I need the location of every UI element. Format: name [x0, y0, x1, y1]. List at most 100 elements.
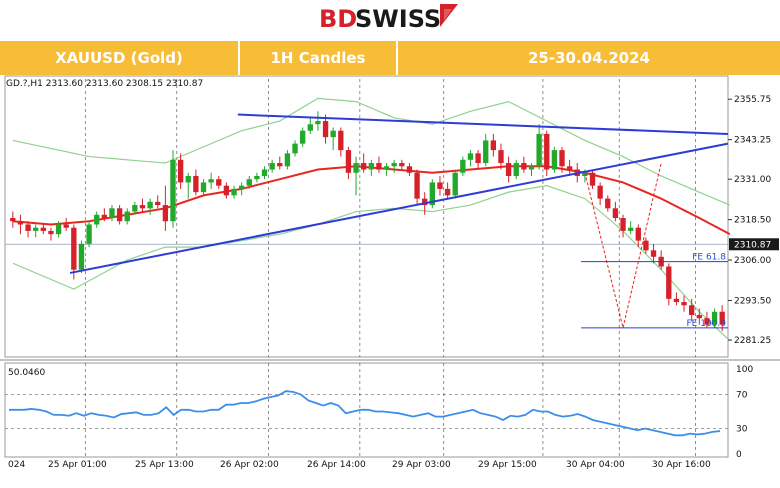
- upper-band-line: [12, 97, 731, 206]
- price-tick-label: 2293.50: [734, 296, 771, 306]
- candle-body: [467, 153, 474, 160]
- candle-body: [589, 172, 596, 186]
- candle-body: [406, 166, 413, 173]
- candle-body: [719, 311, 725, 325]
- chart-header-text: GD.?,H1 2313.60 2313.60 2308.15 2310.87: [6, 79, 203, 89]
- candle-body: [635, 227, 641, 241]
- candle-body: [643, 240, 649, 251]
- candle-body: [528, 166, 535, 170]
- candle-body: [475, 153, 481, 164]
- candle-body: [330, 130, 336, 138]
- candle-body: [605, 198, 611, 209]
- price-tick-label: 2355.75: [734, 95, 771, 105]
- time-tick-label: 024: [8, 460, 25, 470]
- candle-body: [299, 130, 306, 144]
- time-tick-label: 25 Apr 01:00: [48, 460, 107, 470]
- candle-body: [315, 121, 321, 125]
- candle-body: [414, 172, 420, 199]
- oscillator-panel: [4, 362, 729, 458]
- candle-body: [696, 314, 702, 319]
- candle-body: [612, 208, 619, 218]
- time-tick-label: 26 Apr 02:00: [220, 460, 279, 470]
- candle-body: [246, 179, 252, 186]
- oscillator-tick-label: 100: [736, 365, 753, 375]
- candle-body: [620, 218, 626, 231]
- candle-body: [71, 227, 77, 270]
- candle-body: [383, 166, 390, 170]
- candle-body: [132, 205, 138, 212]
- candle-body: [116, 208, 123, 222]
- candle-body: [429, 182, 436, 206]
- candle-body: [193, 175, 199, 193]
- oscillator-tick-label: 30: [736, 425, 748, 435]
- price-chart: FE 61.8 FE 100.0 2355.75 2343.25 2331.00 231…: [0, 75, 780, 488]
- candle-body: [33, 227, 39, 231]
- candle-body: [444, 188, 451, 196]
- candle-body: [200, 182, 207, 193]
- price-panel: [4, 75, 729, 358]
- candle-body: [261, 169, 268, 176]
- candle-body: [139, 205, 146, 209]
- time-tick-label: 29 Apr 03:00: [392, 460, 451, 470]
- candle-body: [711, 311, 718, 325]
- candle-body: [566, 166, 573, 170]
- candle-body: [460, 159, 466, 173]
- candle-body: [513, 163, 519, 176]
- banner-dates: 25-30.04.2024: [528, 49, 650, 67]
- candle-body: [78, 243, 85, 270]
- candle-body: [498, 150, 504, 164]
- candle-body: [216, 179, 222, 186]
- price-tick-label: 2331.00: [734, 175, 771, 185]
- candle-body: [86, 224, 92, 244]
- candle-body: [368, 163, 374, 170]
- candle-body: [94, 214, 100, 225]
- candle-body: [559, 150, 565, 167]
- candle-body: [55, 224, 62, 235]
- trendline: [237, 113, 729, 135]
- candle-body: [208, 179, 214, 183]
- moving-average-line: [12, 165, 731, 236]
- candle-body: [292, 143, 298, 154]
- candle-body: [223, 185, 230, 196]
- candle-body: [147, 201, 153, 209]
- candle-body: [269, 163, 275, 170]
- oscillator-line: [9, 390, 721, 437]
- candle-body: [666, 266, 672, 299]
- candle-body: [437, 182, 443, 189]
- fib-level-label: FE 100.0: [687, 319, 727, 329]
- time-tick-label: 30 Apr 16:00: [652, 460, 711, 470]
- candle-body: [689, 305, 695, 315]
- candle-body: [40, 227, 46, 231]
- time-tick-label: 29 Apr 15:00: [478, 460, 537, 470]
- candle-body: [170, 159, 176, 222]
- oscillator-header: 50.0460: [8, 368, 45, 378]
- price-tick-label: 2318.50: [734, 216, 771, 226]
- candle-body: [101, 214, 108, 218]
- candle-body: [254, 175, 260, 180]
- fib-level-label: FE 61.8: [692, 253, 726, 263]
- candle-body: [627, 227, 634, 231]
- price-tick-label: 2281.25: [734, 336, 771, 346]
- trendline: [69, 142, 729, 274]
- time-tick-label: 26 Apr 14:00: [307, 460, 366, 470]
- candle-body: [338, 130, 344, 151]
- candle-body: [185, 175, 191, 183]
- candle-body: [483, 140, 489, 164]
- candle-body: [124, 211, 130, 222]
- candle-body: [231, 188, 237, 196]
- candle-body: [284, 153, 291, 167]
- candle-body: [10, 218, 16, 222]
- candle-body: [177, 159, 184, 183]
- candle-body: [521, 163, 527, 170]
- current-price-tag: [729, 238, 779, 251]
- current-price-label: 2310.87: [734, 240, 771, 250]
- candle-body: [376, 163, 382, 170]
- bdswiss-logo: BD SWISS: [0, 0, 780, 38]
- candle-body: [345, 150, 352, 173]
- logo-flag-icon: [440, 4, 458, 27]
- banner-timeframe: 1H Candles: [240, 41, 398, 75]
- chart-banner: XAUUSD (Gold) 1H Candles 25-30.04.2024: [0, 41, 780, 75]
- candle-body: [704, 318, 710, 325]
- candle-body: [162, 205, 169, 222]
- candle-body: [25, 224, 31, 231]
